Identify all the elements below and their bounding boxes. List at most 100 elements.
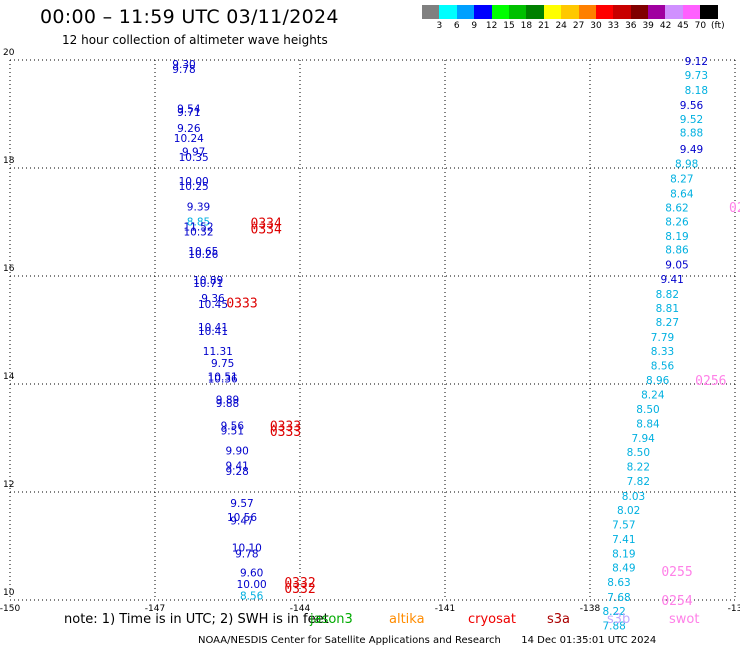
wave-height-label: 9.56	[221, 421, 245, 433]
wave-height-label: 10.89	[193, 275, 223, 287]
scale-label: 18	[520, 21, 533, 31]
wave-height-label: 10.45	[198, 299, 228, 311]
scale-swatch	[648, 5, 666, 19]
y-tick-label: 20	[3, 48, 15, 58]
scale-label: 36	[625, 21, 637, 31]
wave-height-label: 8.85	[187, 216, 210, 228]
wave-height-label: 10.32	[183, 227, 213, 239]
wave-height-label: 9.88	[216, 398, 239, 410]
wave-height-label: 8.49	[612, 563, 635, 575]
scale-swatch	[474, 5, 492, 19]
axis-ticks: -150 -147 -144 -141 -138 -13 10 12 14 16 18 20	[0, 48, 740, 614]
wave-height-label: 8.96	[646, 375, 670, 387]
wave-height-label: 11.52	[183, 221, 213, 233]
wave-height-label: 7.88	[602, 620, 625, 632]
wave-height-label: 10.65	[188, 246, 218, 258]
scale-swatch	[578, 5, 596, 19]
wave-height-label: 9.26	[177, 123, 201, 135]
wave-height-label: 9.97	[182, 146, 205, 158]
wave-height-label: 7.68	[607, 592, 630, 604]
wave-height-label: 8.64	[670, 188, 694, 200]
wave-height-label: 8.86	[665, 245, 689, 257]
x-tick-label: -138	[580, 604, 601, 614]
x-tick-label: -147	[145, 604, 165, 614]
wave-height-label: 8.18	[685, 85, 708, 97]
scale-swatch	[595, 5, 614, 19]
footer: NOAA/NESDIS Center for Satellite Applica…	[198, 635, 656, 646]
wave-height-label: 9.73	[685, 70, 708, 82]
scale-label: 30	[590, 21, 602, 31]
scale-swatch	[526, 5, 544, 19]
color-scale-bar	[422, 5, 718, 19]
legend-item-altika: altika	[389, 612, 425, 627]
pass-time-label: 0254	[661, 594, 692, 609]
wave-height-label: 7.41	[612, 534, 635, 546]
wave-height-label: 8.82	[656, 289, 679, 301]
wave-height-label: 9.30	[172, 59, 195, 71]
wave-height-label: 9.56	[680, 100, 704, 112]
wave-height-label: 9.51	[221, 425, 244, 437]
pass-time-label: 0333	[226, 296, 257, 311]
scale-swatch	[700, 5, 718, 19]
wave-height-label: 11.31	[203, 346, 233, 358]
wave-height-label: 9.41	[225, 461, 248, 473]
wave-height-label: 9.75	[211, 358, 234, 370]
wave-height-label: 9.12	[685, 56, 708, 68]
scale-label: 6	[453, 21, 460, 31]
wave-height-labels: 9.309.789.549.719.2610.249.9710.3510.001…	[172, 56, 708, 632]
pass-time-labels: 0334033403330333033303320332025702560255…	[226, 201, 740, 609]
wave-height-label: 10.10	[232, 543, 262, 555]
legend-item-s3a: s3a	[547, 612, 571, 627]
wave-height-label: 8.19	[612, 549, 635, 561]
wave-height-label: 8.50	[627, 447, 650, 459]
wave-height-label: 10.00	[179, 176, 209, 188]
x-tick-label: -150	[0, 604, 20, 614]
wave-height-label: 8.26	[665, 216, 689, 228]
wave-height-label: 9.05	[665, 260, 688, 272]
wave-height-label: 8.63	[607, 577, 630, 589]
scale-label: 39	[642, 21, 654, 31]
wave-height-label: 8.62	[665, 202, 688, 214]
scale-swatch	[422, 5, 440, 19]
wave-height-label: 10.71	[193, 278, 223, 290]
wave-height-label: 9.60	[240, 567, 263, 579]
wave-height-label: 7.82	[627, 476, 650, 488]
wave-height-label: 8.22	[602, 606, 625, 618]
pass-time-label: 0334	[251, 217, 282, 232]
wave-height-label: 7.57	[612, 519, 635, 531]
pass-time-label: 0334	[251, 222, 282, 237]
scale-label: 21	[538, 21, 550, 31]
scale-label: 27	[572, 21, 585, 31]
legend-item-swot: swot	[669, 612, 700, 627]
y-tick-label: 18	[3, 156, 15, 166]
x-tick-label: -144	[290, 604, 311, 614]
wave-height-label: 8.33	[651, 346, 674, 358]
wave-height-label: 9.36	[201, 293, 225, 305]
y-tick-label: 12	[3, 480, 14, 490]
scale-swatch	[456, 5, 475, 19]
wave-height-label: 9.39	[187, 201, 210, 213]
wave-height-label: 9.78	[172, 64, 195, 76]
wave-height-label: 8.56	[651, 361, 675, 373]
wave-height-label: 8.24	[641, 389, 665, 401]
y-tick-label: 16	[3, 264, 15, 274]
wave-height-label: 8.02	[617, 505, 640, 517]
wave-height-label: 9.47	[230, 516, 253, 528]
wave-height-label: 10.24	[174, 133, 204, 145]
scale-swatch	[439, 5, 457, 19]
scale-label: 9	[471, 21, 478, 31]
wave-height-label: 8.22	[627, 462, 650, 474]
wave-height-label: 10.41	[198, 322, 228, 334]
wave-height-label: 8.03	[622, 491, 645, 503]
wave-height-label: 8.50	[636, 404, 659, 416]
wave-height-label: 9.52	[680, 114, 703, 126]
scale-label: 45	[677, 21, 689, 31]
wave-height-label: 8.19	[665, 231, 688, 243]
scale-swatch	[543, 5, 562, 19]
wave-height-label: 9.54	[177, 104, 201, 116]
wave-height-label: 8.27	[656, 317, 679, 329]
wave-height-label: 8.81	[656, 303, 679, 315]
wave-height-label: 8.56	[240, 591, 264, 603]
scale-swatch	[508, 5, 527, 19]
scale-swatch	[561, 5, 579, 19]
